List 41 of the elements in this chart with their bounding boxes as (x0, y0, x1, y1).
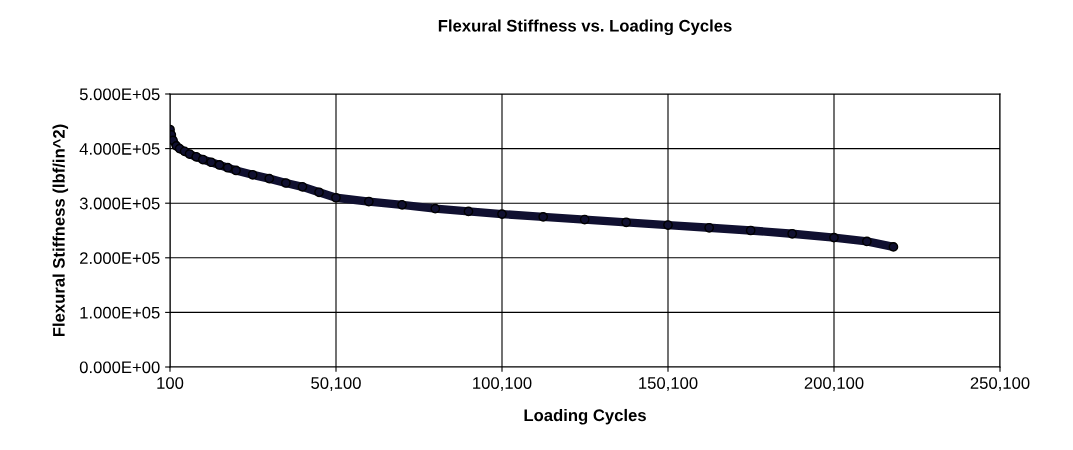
point (314, 187, 324, 198)
y-axis-title: Flexural Stiffness (lbf/in^2) (52, 124, 69, 337)
y-tick-label: 0.000E+00 (79, 361, 160, 374)
point (621, 217, 632, 228)
point (222, 162, 233, 173)
point (231, 165, 241, 176)
point (829, 232, 839, 243)
point (787, 228, 798, 239)
point (430, 203, 441, 214)
point (297, 181, 308, 192)
point (397, 199, 407, 210)
point (281, 178, 291, 188)
point (745, 225, 756, 236)
point (364, 196, 374, 207)
point (198, 154, 208, 165)
x-tick-label: 100 (157, 377, 184, 389)
point (663, 220, 673, 230)
x-tick-label: 50,100 (311, 377, 361, 391)
point (463, 206, 474, 217)
point (538, 211, 549, 222)
point (214, 160, 225, 170)
point (888, 242, 899, 252)
y-tick-label: 5.000E+05 (79, 88, 160, 101)
point (247, 169, 258, 180)
point (704, 222, 715, 233)
point (331, 192, 341, 203)
y-tick-label: 2.000E+05 (80, 252, 160, 264)
chart-title: Flexural Stiffness vs. Loading Cycles (438, 19, 732, 36)
y-tick-label: 1.000E+05 (80, 306, 160, 319)
point (264, 173, 275, 184)
point (206, 157, 217, 168)
point (579, 214, 590, 225)
x-tick-label: 100,100 (473, 377, 532, 391)
x-tick-label: 150,100 (639, 377, 698, 391)
point (497, 209, 507, 219)
x-tick-label: 250,100 (970, 377, 1030, 391)
x-axis-title: Loading Cycles (524, 408, 646, 425)
x-tick-label: 200,100 (804, 377, 864, 391)
y-tick-label: 4.000E+05 (79, 143, 160, 155)
y-tick-label: 3.000E+05 (79, 197, 160, 210)
point (862, 236, 872, 247)
